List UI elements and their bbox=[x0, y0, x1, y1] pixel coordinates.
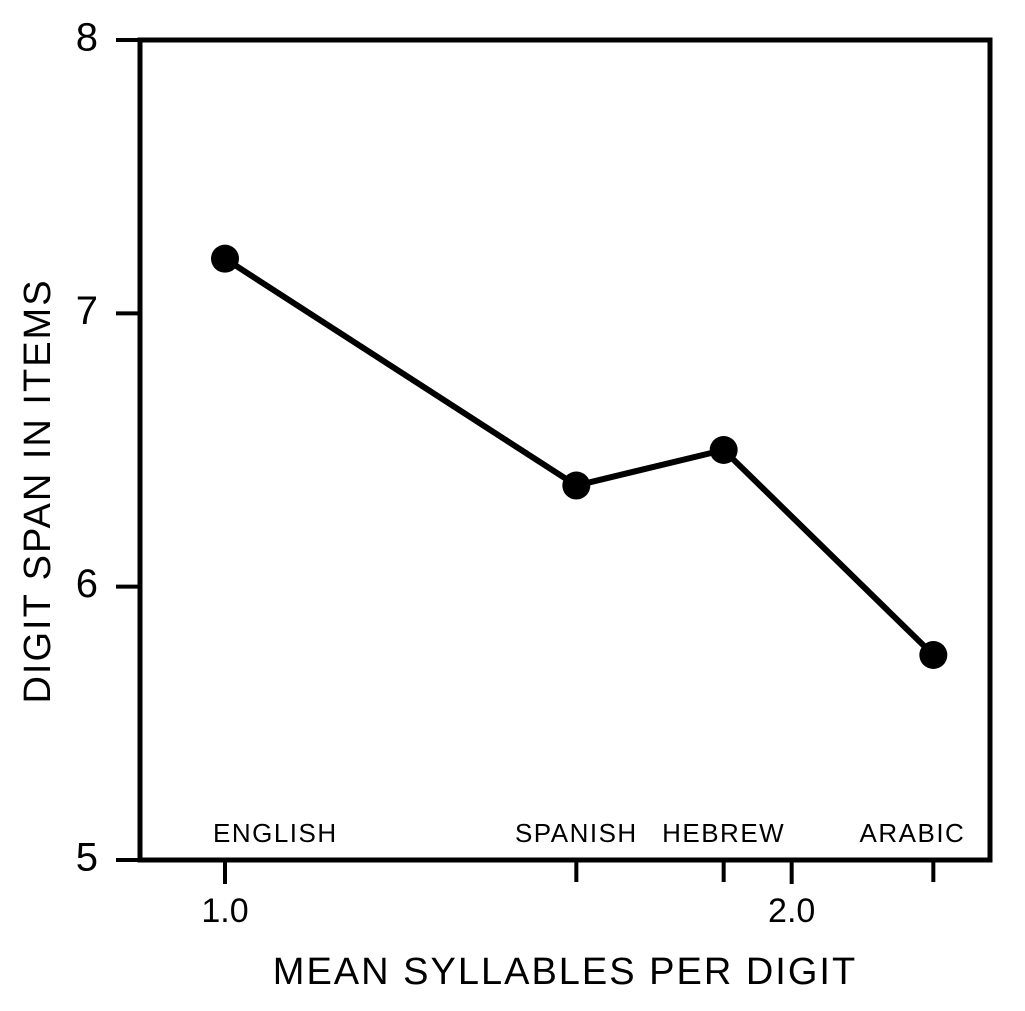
data-point bbox=[710, 436, 738, 464]
x-tick-label: 1.0 bbox=[201, 892, 248, 930]
category-label: SPANISH bbox=[515, 818, 638, 848]
chart-svg: 5 6 7 8 1.0 2.0 ENGLISH SPANISH HEBREW ARABIC DIGI… bbox=[0, 0, 1025, 1011]
category-label: HEBREW bbox=[662, 818, 785, 848]
category-label: ARABIC bbox=[860, 818, 966, 848]
chart-container: { "chart": { "type": "line", "width": 10… bbox=[0, 0, 1025, 1011]
data-point bbox=[211, 245, 239, 273]
y-tick-label: 7 bbox=[76, 289, 98, 333]
x-tick-label: 2.0 bbox=[768, 892, 815, 930]
y-tick-label: 6 bbox=[76, 562, 98, 606]
y-tick-label: 5 bbox=[76, 836, 98, 880]
category-label: ENGLISH bbox=[213, 818, 338, 848]
y-axis-label: DIGIT SPAN IN ITEMS bbox=[17, 278, 59, 703]
data-point bbox=[562, 472, 590, 500]
x-axis-label: MEAN SYLLABLES PER DIGIT bbox=[273, 951, 857, 993]
data-point bbox=[919, 641, 947, 669]
y-tick-label: 8 bbox=[76, 16, 98, 60]
